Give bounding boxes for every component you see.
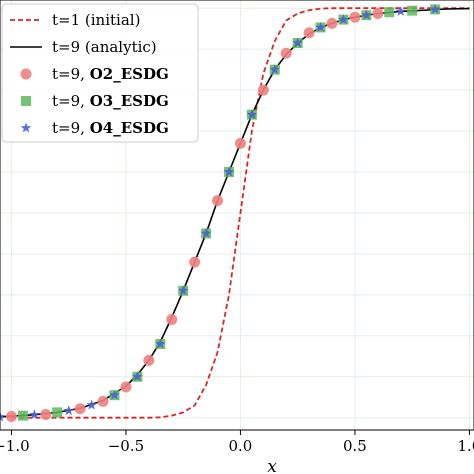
- series-4-point-15: [361, 9, 372, 20]
- series-4-point-13: [315, 21, 326, 32]
- legend-entry-1: t=9 (analytic): [10, 38, 157, 56]
- legend-label-1: t=9 (analytic): [52, 38, 157, 56]
- series-4-point-17: [429, 3, 441, 14]
- series-4: [0, 3, 441, 422]
- series-4-point-1: [29, 409, 40, 420]
- legend-entry-0: t=1 (initial): [10, 11, 140, 29]
- series-2-point-11: [280, 47, 292, 59]
- series-4-point-2: [63, 405, 74, 416]
- x-tick-label-3: 0.5: [343, 437, 367, 455]
- series-2-point-0: [5, 410, 17, 422]
- series-layer: [0, 3, 470, 422]
- series-4-point-3: [86, 399, 97, 410]
- legend: t=1 (initial) t=9 (analytic) t=9, O2_ESDGt…: [1, 3, 199, 143]
- series-3-point-0: [17, 410, 28, 421]
- legend-swatch-2: [20, 68, 32, 80]
- series-2-point-12: [303, 27, 315, 39]
- legend-label-3: t=9, O3_ESDG: [52, 92, 169, 110]
- series-4-point-4: [109, 389, 120, 400]
- series-2-point-10: [257, 84, 269, 96]
- series-4-point-9: [223, 166, 235, 177]
- series-0: [11, 7, 470, 419]
- series-3-point-1: [52, 407, 63, 418]
- x-tick-label-0: −1.0: [0, 437, 30, 455]
- legend-swatch-3: [21, 96, 31, 106]
- series-4-point-14: [338, 14, 349, 25]
- series-2-point-4: [120, 381, 132, 393]
- series-4-point-0: [0, 411, 6, 422]
- series-2: [5, 8, 384, 422]
- legend-label-0: t=1 (initial): [52, 11, 140, 29]
- legend-box: [1, 3, 199, 143]
- legend-label-2: t=9, O2_ESDG: [52, 65, 169, 83]
- series-3-point-14: [384, 7, 395, 18]
- series-3-point-15: [407, 5, 418, 16]
- series-2-point-14: [349, 11, 361, 23]
- series-4-point-6: [155, 338, 166, 349]
- x-tick-label-1: −0.5: [108, 437, 144, 455]
- series-4-point-12: [292, 37, 303, 48]
- series-2-point-7: [189, 256, 201, 268]
- series-2-point-5: [143, 354, 155, 366]
- x-axis-label: x: [267, 457, 277, 474]
- series-2-point-6: [166, 313, 178, 325]
- series-4-point-7: [177, 285, 189, 296]
- series-2-point-13: [326, 17, 338, 29]
- legend-label-4: t=9, O4_ESDG: [52, 119, 169, 137]
- series-2-point-15: [372, 8, 384, 20]
- series-2-point-3: [97, 395, 109, 407]
- series-2-point-1: [40, 408, 52, 420]
- series-4-point-16: [395, 5, 406, 16]
- x-axis-ticks: −1.0 −0.5 0.0 0.5 1.0: [0, 430, 474, 455]
- legend-entry-3: t=9, O3_ESDG: [21, 92, 169, 110]
- series-2-point-9: [234, 137, 246, 149]
- series-2-point-2: [74, 403, 86, 415]
- series-4-point-8: [200, 227, 212, 238]
- legend-entry-4: t=9, O4_ESDG: [20, 119, 169, 137]
- x-tick-label-2: 0.0: [229, 437, 253, 455]
- legend-swatch-4: [20, 122, 32, 133]
- series-4-point-11: [269, 64, 281, 75]
- plot-frame: [0, 0, 474, 431]
- series-4-point-10: [246, 109, 258, 120]
- x-tick-label-4: 1.0: [457, 437, 474, 455]
- series-line-0: [11, 7, 470, 419]
- series-2-point-8: [212, 195, 224, 207]
- series-4-point-5: [132, 371, 143, 382]
- legend-entry-2: t=9, O2_ESDG: [20, 65, 169, 83]
